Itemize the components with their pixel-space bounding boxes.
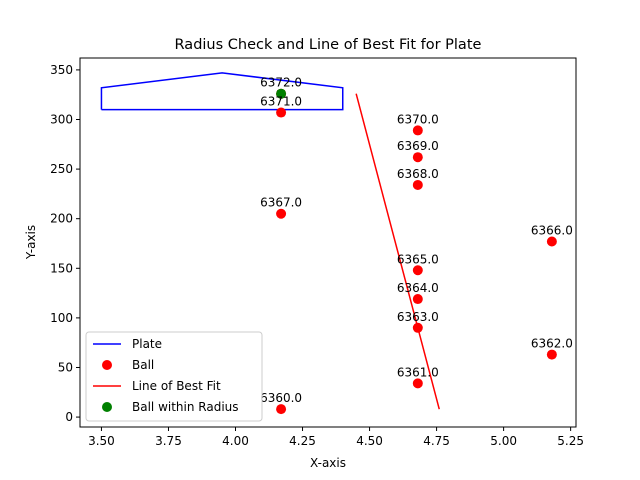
ball-label: 6365.0 xyxy=(397,252,439,266)
within-radius-point xyxy=(276,88,287,99)
legend-fit-label: Line of Best Fit xyxy=(132,379,221,393)
x-tick-label: 4.50 xyxy=(356,434,383,448)
y-axis-label: Y-axis xyxy=(24,225,38,260)
x-tick-label: 4.75 xyxy=(423,434,450,448)
ball-point xyxy=(412,265,423,276)
y-tick-label: 150 xyxy=(50,261,73,275)
y-tick-label: 250 xyxy=(50,162,73,176)
x-tick-label: 4.25 xyxy=(289,434,316,448)
ball-label: 6366.0 xyxy=(531,224,573,238)
ball-label: 6367.0 xyxy=(260,196,302,210)
ball-point xyxy=(546,236,557,247)
ball-label: 6371.0 xyxy=(260,95,302,109)
plot-area: 6360.0 6361.0 6362.0 6363.0 6364.0 6365.0 6366… xyxy=(100,72,573,415)
y-tick-label: 0 xyxy=(65,410,73,424)
y-tick-label: 350 xyxy=(50,63,73,77)
ball-point xyxy=(276,107,287,118)
legend: Plate Ball Line of Best Fit Ball within … xyxy=(85,331,263,422)
legend-within-label: Ball within Radius xyxy=(132,400,239,414)
best-fit-line xyxy=(355,93,440,410)
legend-ball-swatch xyxy=(102,360,112,370)
chart-title: Radius Check and Line of Best Fit for Pl… xyxy=(175,37,482,53)
legend-plate-label: Plate xyxy=(132,337,162,351)
x-tick-label: 3.75 xyxy=(155,434,182,448)
legend-ball-label: Ball xyxy=(132,358,154,372)
ball-point xyxy=(276,404,287,415)
plate-outline xyxy=(100,72,344,111)
ball-point xyxy=(276,208,287,219)
ball-label: 6368.0 xyxy=(397,167,439,181)
y-tick-label: 100 xyxy=(50,311,73,325)
y-tick-label: 200 xyxy=(50,212,73,226)
ball-point xyxy=(412,125,423,136)
y-tick-label: 300 xyxy=(50,113,73,127)
ball-label: 6363.0 xyxy=(397,310,439,324)
axes-frame xyxy=(79,57,577,428)
ball-label: 6361.0 xyxy=(397,365,439,379)
legend-within-swatch xyxy=(102,402,112,412)
x-axis-ticks: 3.50 3.75 4.00 4.25 4.50 4.75 5.00 5.25 xyxy=(88,427,584,448)
x-tick-label: 5.25 xyxy=(557,434,584,448)
legend-box xyxy=(85,331,263,422)
ball-point xyxy=(412,378,423,389)
ball-point xyxy=(412,322,423,333)
x-tick-label: 5.00 xyxy=(490,434,517,448)
y-axis-ticks: 0 50 100 150 200 250 300 350 xyxy=(50,63,80,424)
ball-point xyxy=(412,294,423,305)
ball-label: 6362.0 xyxy=(531,337,573,351)
ball-label: 6360.0 xyxy=(260,391,302,405)
x-axis-label: X-axis xyxy=(310,456,346,470)
ball-point xyxy=(412,152,423,163)
y-tick-label: 50 xyxy=(58,360,73,374)
x-tick-label: 3.50 xyxy=(88,434,115,448)
ball-point xyxy=(546,349,557,360)
ball-label: 6369.0 xyxy=(397,139,439,153)
x-tick-label: 4.00 xyxy=(222,434,249,448)
ball-label: 6372.0 xyxy=(260,76,302,90)
ball-point xyxy=(412,179,423,190)
ball-label: 6370.0 xyxy=(397,112,439,126)
ball-label: 6364.0 xyxy=(397,281,439,295)
